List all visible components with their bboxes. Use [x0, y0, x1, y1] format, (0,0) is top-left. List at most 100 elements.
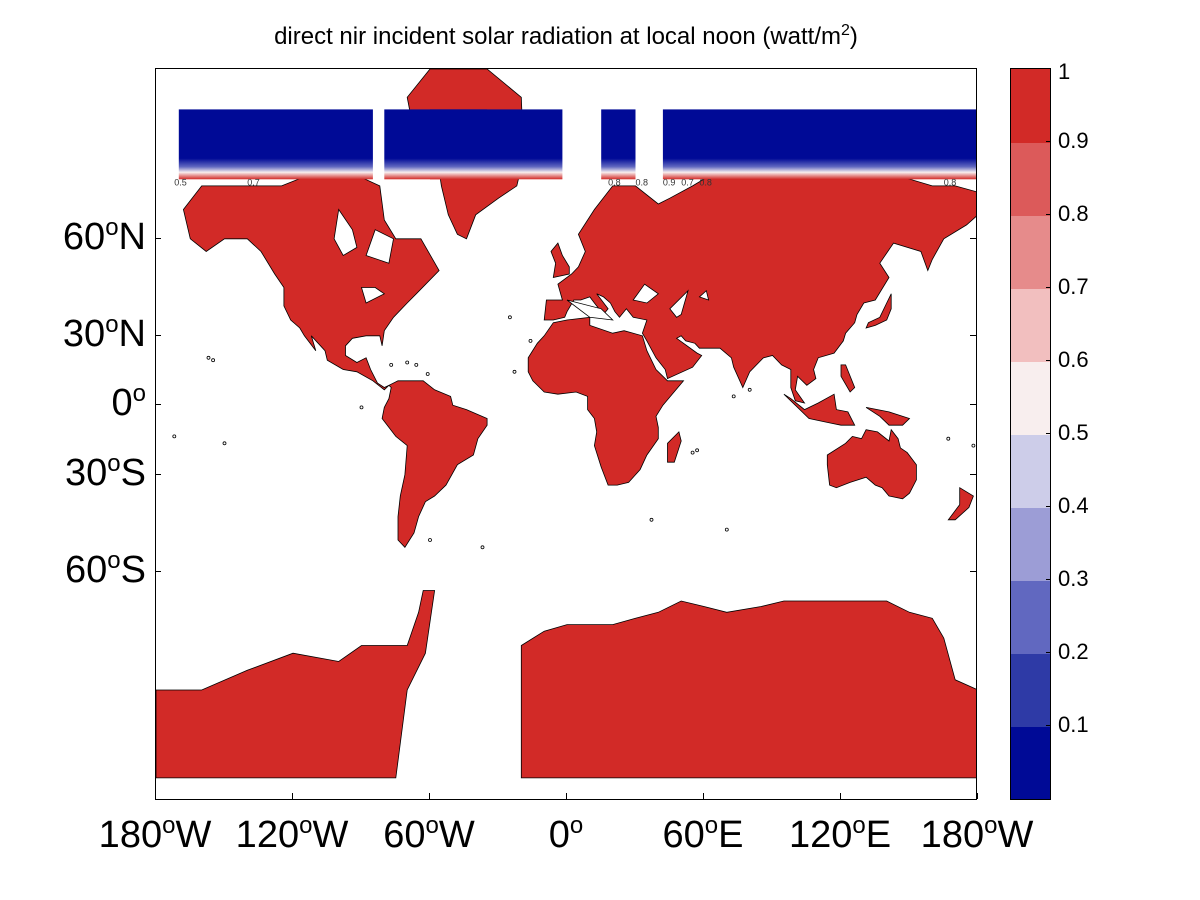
contour-label: 0.7: [247, 177, 260, 187]
water-body: [698, 289, 710, 301]
y-tick-mark: [970, 237, 976, 239]
x-tick-label: 180oW: [98, 812, 212, 856]
y-tick-label: 60oN: [62, 213, 146, 258]
title-superscript: 2: [841, 22, 850, 39]
x-tick-mark: [703, 793, 704, 799]
contour-label: 0.5: [174, 177, 187, 187]
x-tick-label: 120oE: [788, 812, 892, 856]
landmass-antarctica-east: [520, 600, 976, 779]
island-outline: [695, 448, 699, 453]
island-outline: [211, 358, 215, 363]
island-outline: [528, 338, 533, 343]
polar-night-layer: [178, 109, 976, 180]
contour-label: 0.8: [699, 177, 712, 187]
colorbar: [1010, 68, 1051, 800]
colorbar-tick-mark: [1046, 725, 1051, 726]
y-tick-label: 60oS: [65, 546, 146, 591]
island-outline: [690, 450, 695, 455]
contour-label: 0.9: [663, 177, 676, 187]
landmass-south-america: [381, 380, 488, 548]
island-outline: [731, 394, 736, 399]
colorbar-tick-label: 1: [1058, 59, 1071, 84]
y-tick-label: 30oS: [65, 449, 146, 494]
island-outline: [724, 527, 729, 532]
colorbar-tick-label: 0.4: [1058, 493, 1089, 518]
landmass-philippines: [840, 364, 856, 393]
polar-band: [178, 109, 373, 180]
colorbar-tick-label: 0.7: [1058, 274, 1089, 299]
x-tick-mark: [977, 793, 978, 799]
island-outline: [480, 545, 485, 550]
landmass-britain: [550, 242, 570, 279]
y-tick-mark: [155, 404, 161, 406]
water-body: [333, 208, 358, 257]
colorbar-tick-label: 0.2: [1058, 639, 1089, 664]
colorbar-tick-mark: [1046, 214, 1051, 215]
colorbar-tick-label: 0.5: [1058, 420, 1089, 445]
island-outline: [971, 443, 976, 448]
x-tick-label: 60oE: [662, 812, 744, 856]
colorbar-tick-mark: [1046, 287, 1051, 288]
x-tick-mark: [840, 793, 841, 799]
landmass-australia: [826, 428, 917, 500]
polar-band: [430, 109, 488, 180]
colorbar-tick-label: 0.9: [1058, 128, 1089, 153]
y-tick-mark: [970, 404, 976, 406]
colorbar-segment: [1011, 580, 1050, 654]
landmass-indonesia: [783, 393, 856, 426]
landmass-north-america: [182, 171, 440, 391]
island-outline: [747, 387, 752, 392]
x-tick-mark: [566, 793, 567, 799]
x-tick-mark: [429, 793, 430, 799]
island-outline: [222, 441, 227, 446]
colorbar-segment: [1011, 361, 1050, 435]
island-outline: [172, 434, 177, 439]
landmass-antarctica: [156, 590, 436, 779]
title-text: direct nir incident solar radiation at l…: [274, 23, 842, 50]
colorbar-segment: [1011, 142, 1050, 216]
colorbar-tick-mark: [1046, 360, 1051, 361]
colorbar-segment: [1011, 507, 1050, 581]
water-body: [632, 283, 659, 304]
polar-band: [662, 109, 976, 180]
title-end: ): [849, 23, 858, 50]
island-outline: [389, 362, 394, 367]
water-body: [566, 299, 614, 321]
water-body: [365, 229, 394, 264]
colorbar-segment: [1011, 69, 1050, 143]
y-tick-label: 30oN: [62, 310, 146, 355]
colorbar-segment: [1011, 288, 1050, 362]
y-tick-mark: [155, 334, 161, 336]
island-outline: [405, 360, 410, 365]
contour-label: 0.8: [944, 177, 957, 187]
y-tick-mark: [155, 237, 161, 239]
contour-label: 0.7: [681, 177, 694, 187]
landmass-new-guinea: [865, 407, 911, 426]
island-outline: [649, 517, 654, 522]
colorbar-segment: [1011, 726, 1050, 799]
colorbar-tick-label: 0.8: [1058, 201, 1089, 226]
y-tick-mark: [970, 570, 976, 572]
landmass-new-zealand: [947, 486, 974, 521]
landmass-japan: [865, 293, 892, 329]
colorbar-tick-mark: [1046, 579, 1051, 580]
x-tick-label: 60oW: [383, 812, 475, 856]
island-outline: [946, 436, 951, 441]
polar-band: [601, 109, 636, 180]
colorbar-tick-mark: [1046, 141, 1051, 142]
x-tick-label: 180oW: [920, 812, 1034, 856]
colorbar-tick-mark: [1046, 433, 1051, 434]
y-tick-mark: [970, 473, 976, 475]
island-outline: [359, 405, 364, 410]
y-tick-mark: [155, 570, 161, 572]
y-tick-label: 0o: [111, 380, 147, 425]
landmass-africa: [527, 316, 685, 486]
colorbar-tick-label: 0.6: [1058, 347, 1089, 372]
contour-label: 0.8: [636, 177, 649, 187]
map-plot-area: 0.5 0.7 0.8 0.8 0.9 0.7 0.8 0.8: [155, 68, 977, 800]
colorbar-segment: [1011, 653, 1050, 727]
island-outline: [414, 362, 419, 367]
world-map: 0.5 0.7 0.8 0.8 0.9 0.7 0.8 0.8: [156, 69, 976, 779]
chart-title: direct nir incident solar radiation at l…: [155, 22, 977, 51]
island-outline: [428, 538, 432, 542]
